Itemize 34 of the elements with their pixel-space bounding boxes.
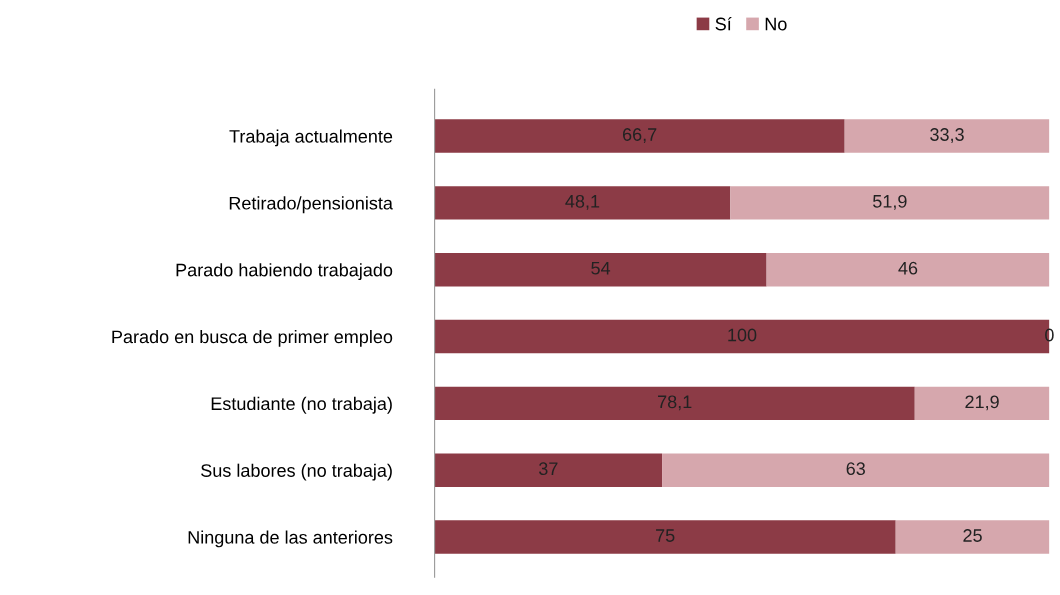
data-label: 25 bbox=[963, 529, 982, 542]
data-label: 33,3 bbox=[930, 128, 964, 144]
bar bbox=[434, 520, 896, 554]
data-label: 63 bbox=[846, 462, 865, 476]
data-label: 66,7 bbox=[622, 128, 657, 144]
y-tick-label: Parado en busca de primer empleo bbox=[112, 330, 393, 347]
data-label: 37 bbox=[538, 462, 558, 476]
data-label: 46 bbox=[898, 261, 918, 275]
bar bbox=[844, 119, 1050, 153]
y-tick-label: Estudiante (no trabaja) bbox=[211, 396, 392, 414]
legend-label: Sí bbox=[715, 16, 732, 31]
data-label: 48,1 bbox=[565, 194, 600, 210]
y-tick-label: Retirado/pensionista bbox=[229, 196, 393, 214]
legend-label: No bbox=[765, 17, 787, 31]
data-label: 51,9 bbox=[873, 194, 907, 210]
data-label: 75 bbox=[656, 529, 675, 542]
bar bbox=[914, 386, 1050, 421]
data-label: 54 bbox=[591, 261, 611, 275]
bar bbox=[434, 453, 663, 487]
data-label: 100 bbox=[728, 328, 757, 342]
bar bbox=[662, 453, 1050, 487]
data-label: 21,9 bbox=[965, 395, 999, 411]
bar bbox=[895, 520, 1050, 554]
bar bbox=[434, 186, 731, 220]
bar bbox=[766, 253, 1050, 287]
bar bbox=[434, 253, 767, 287]
y-tick-label: Trabaja actualmente bbox=[229, 129, 393, 147]
y-tick-label: Parado habiendo trabajado bbox=[176, 263, 393, 280]
bar bbox=[434, 386, 915, 421]
data-label: 78,1 bbox=[658, 395, 692, 411]
y-tick-label: Sus labores (no trabaja) bbox=[201, 463, 392, 481]
bar bbox=[434, 119, 845, 153]
bar bbox=[730, 186, 1050, 220]
y-tick-label: Ninguna de las anteriores bbox=[188, 530, 393, 548]
